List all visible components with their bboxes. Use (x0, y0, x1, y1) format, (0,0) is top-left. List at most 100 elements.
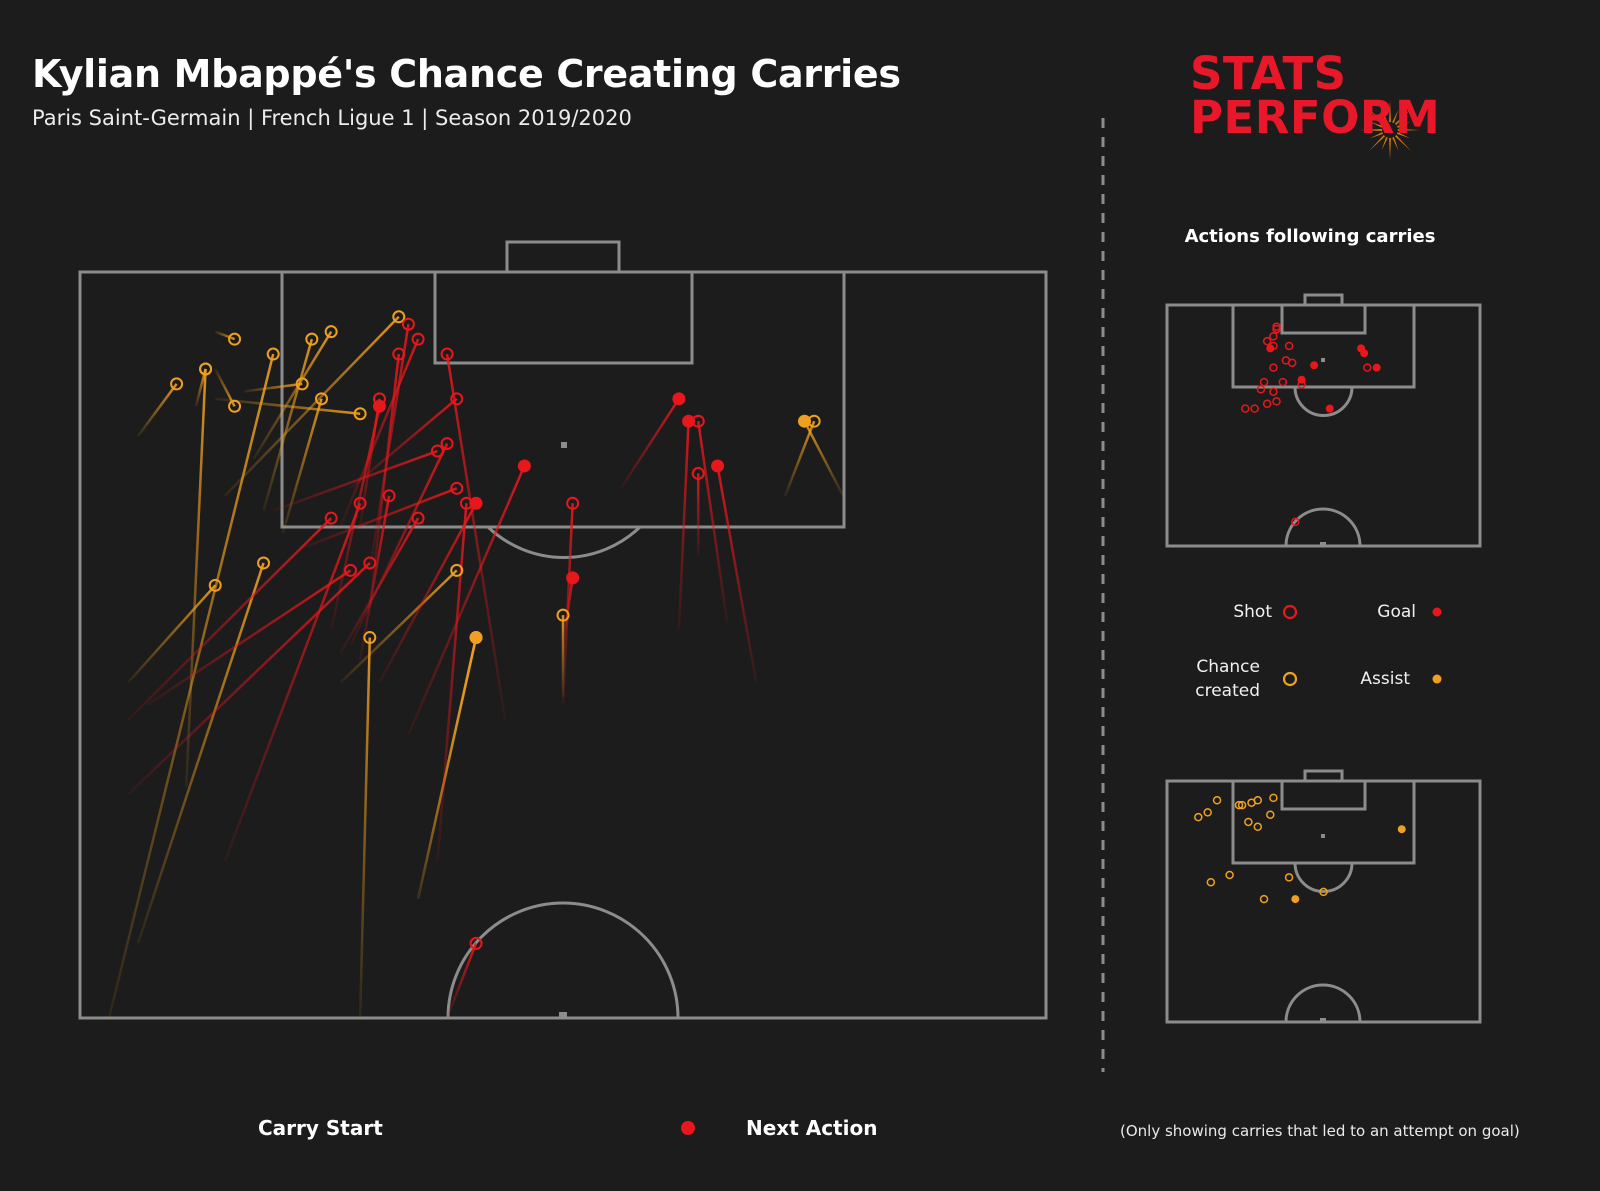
logo-sun-ray (1369, 121, 1384, 128)
mini-assist-marker (1291, 895, 1300, 904)
legend-chance-label-line2: created (1195, 681, 1260, 701)
logo-sun-ray (1381, 109, 1388, 124)
carry-end-shot-marker (353, 496, 367, 510)
mini-shot-marker (1291, 517, 1300, 527)
carry-end-assist-marker (798, 414, 811, 428)
logo-sun-ray (1381, 136, 1388, 151)
mini-chance-marker (1284, 873, 1294, 882)
carry-end-chance-marker (353, 407, 367, 421)
carry-end-chance-marker (228, 399, 242, 413)
footnote: (Only showing carries that led to an att… (1120, 1122, 1520, 1140)
stats-perform-logo: STATS PERFORM (1190, 51, 1440, 140)
carry-line (358, 495, 391, 661)
carry-line (445, 353, 507, 720)
legend-shot-label: Shot (1233, 602, 1272, 622)
mini-shot-marker (1363, 363, 1372, 372)
carry-end-chance-marker (199, 362, 213, 376)
carry-line (436, 503, 468, 862)
logo-sun-ray (1389, 137, 1391, 160)
carry-end-chance-marker (228, 332, 242, 346)
carry-end-assist-marker (469, 631, 483, 645)
carry-end-shot-marker (411, 511, 425, 525)
carry-end-chance-marker (208, 578, 222, 592)
carry-end-shot-marker (401, 317, 415, 331)
mini-chance-marker (1253, 796, 1263, 805)
penalty-spot (561, 442, 567, 448)
centre-circle (446, 901, 680, 1019)
carry-line (339, 517, 420, 654)
mini-goal-marker (1266, 344, 1275, 353)
penalty-arc (486, 525, 642, 559)
carry-line (127, 584, 217, 684)
mini-goal-marker (1310, 361, 1319, 370)
mini-chance-marker (1259, 894, 1269, 904)
carry-line (358, 637, 372, 1019)
carry-line (378, 502, 478, 683)
logo-sun-ray (1392, 109, 1399, 124)
legend-assist-marker (1432, 674, 1442, 684)
logo-sun-ray (1394, 108, 1412, 126)
mini-goal-marker (1297, 375, 1306, 384)
mini-chance-marker (1194, 812, 1203, 822)
carry-end-shot-marker (469, 936, 483, 950)
carry-line (281, 398, 323, 534)
carry-end-chance-marker (295, 377, 309, 391)
logo-sun-ray (1389, 100, 1391, 123)
carry-end-goal-marker (566, 571, 580, 585)
carry-line (136, 562, 265, 944)
logo-sun-icon (1360, 100, 1420, 160)
carry-end-shot-marker (440, 437, 454, 451)
mini-chance-marker (1266, 810, 1275, 819)
mini-pitch-shots (1165, 293, 1482, 548)
carry-end-chance-marker (324, 325, 338, 339)
mini-shot-marker (1250, 404, 1259, 413)
legend-assist-label: Assist (1360, 669, 1410, 689)
legend-shot-marker (1282, 604, 1298, 620)
mini-pitch-chances-points (1194, 793, 1406, 904)
mini-goal-marker (1360, 349, 1369, 358)
carry-line (136, 383, 178, 437)
carry-line (127, 517, 333, 721)
carry-line (107, 353, 275, 1019)
centre-spot (559, 1012, 567, 1018)
carry-line (339, 338, 420, 527)
carry-end-chance-marker (392, 310, 406, 324)
mini-chance-marker (1253, 822, 1263, 832)
six-yard-box (433, 270, 694, 365)
logo-sun-ray (1394, 134, 1412, 152)
carry-end-shot-marker (450, 392, 464, 406)
carry-line (252, 331, 333, 460)
legend-chance-label: Chance created (1160, 655, 1260, 703)
carry-end-chance-marker (450, 563, 464, 577)
legend-chance-marker (1282, 671, 1298, 687)
carry-end-chance-marker (257, 556, 271, 570)
mini-shot-marker (1269, 363, 1278, 372)
page-subtitle: Paris Saint-Germain | French Ligue 1 | S… (32, 106, 632, 130)
logo-sun-ray (1368, 134, 1386, 152)
mini-goal-marker (1372, 363, 1381, 372)
mini-goal-marker (1325, 404, 1334, 413)
logo-sun-ray (1360, 129, 1383, 131)
carry-end-shot-marker (430, 444, 444, 458)
carry-line (784, 420, 816, 497)
mini-pitch-shots-points (1241, 322, 1381, 527)
carry-end-goal-marker (711, 459, 725, 473)
carry-line (368, 353, 401, 608)
next-action-label: Next Action (746, 1116, 878, 1140)
main-pitch (78, 240, 1048, 1020)
carry-end-goal-marker (517, 459, 531, 473)
mini-chance-marker (1212, 796, 1222, 805)
mini-shot-marker (1262, 399, 1272, 409)
carry-end-shot-marker (566, 496, 580, 510)
carry-end-chance-marker (266, 347, 280, 361)
mini-shot-marker (1269, 332, 1278, 341)
carry-end-shot-marker (691, 466, 705, 480)
carry-end-shot-marker (343, 563, 357, 577)
mini-shot-marker (1272, 397, 1281, 406)
carry-end-shot-marker (324, 511, 338, 525)
carry-line (339, 569, 458, 684)
mini-shot-marker (1281, 356, 1291, 365)
logo-sun-ray (1396, 132, 1411, 139)
carry-end-chance-marker (305, 332, 319, 346)
